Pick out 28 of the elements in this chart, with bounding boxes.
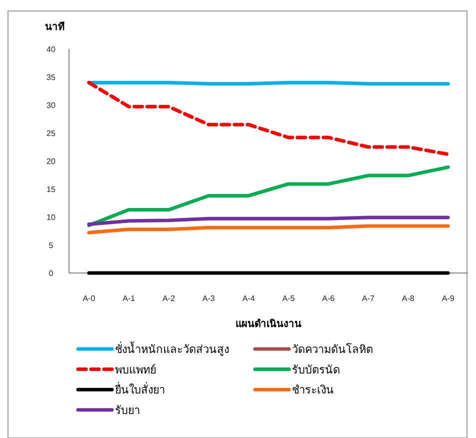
x-tick-label: A-0 <box>82 294 96 303</box>
x-tick-label: A-9 <box>442 294 455 303</box>
x-tick-label: A-5 <box>282 294 296 303</box>
y-tick-label: 0 <box>48 269 54 278</box>
x-tick-label: A-1 <box>122 294 136 303</box>
x-tick-label: A-2 <box>162 294 176 303</box>
legend-label: ยื่นใบสั่งยา <box>115 382 165 397</box>
legend-label: รับยา <box>115 404 140 417</box>
y-tick-label: 35 <box>46 73 56 82</box>
x-axis-title: แผนดำเนินงาน <box>236 318 302 330</box>
legend-label: ชั่งน้ำหนักและวัดส่วนสูง <box>115 341 229 356</box>
y-tick-label: 5 <box>48 241 54 250</box>
y-tick-label: 10 <box>46 213 56 222</box>
y-tick-label: 30 <box>46 101 56 110</box>
x-tick-label: A-3 <box>202 294 216 303</box>
x-tick-label: A-7 <box>362 294 376 303</box>
y-tick-label: 25 <box>46 129 56 138</box>
legend-label: พบแพทย์ <box>115 363 156 376</box>
y-axis-title: นาที <box>45 21 65 33</box>
legend-label: วัดความดันโลหิต <box>292 342 373 356</box>
legend-label: รับบัตรนัด <box>292 364 340 376</box>
y-tick-label: 40 <box>46 45 56 54</box>
x-tick-label: A-6 <box>322 294 336 303</box>
y-tick-label: 20 <box>46 157 56 166</box>
y-tick-label: 15 <box>46 185 56 194</box>
legend-label: ชำระเงิน <box>292 384 334 397</box>
x-tick-label: A-8 <box>402 294 415 303</box>
x-tick-label: A-4 <box>242 294 256 303</box>
